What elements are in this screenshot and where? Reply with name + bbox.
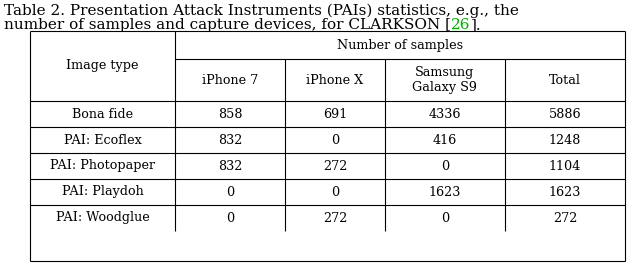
Text: 832: 832 (218, 160, 242, 172)
Text: Image type: Image type (67, 59, 139, 73)
Text: iPhone 7: iPhone 7 (202, 73, 258, 87)
Text: 272: 272 (323, 160, 347, 172)
Text: Total: Total (549, 73, 581, 87)
Text: PAI: Playdoh: PAI: Playdoh (61, 186, 143, 199)
Text: 416: 416 (433, 133, 457, 147)
Bar (30, 31, 625, 261)
Text: Samsung
Galaxy S9: Samsung Galaxy S9 (413, 66, 477, 94)
Text: iPhone X: iPhone X (307, 73, 364, 87)
Text: 0: 0 (331, 133, 339, 147)
Text: 4336: 4336 (429, 108, 461, 121)
Text: Table 2. Presentation Attack Instruments (PAIs) statistics, e.g., the: Table 2. Presentation Attack Instruments… (4, 4, 519, 18)
Text: 1623: 1623 (549, 186, 581, 199)
Text: 272: 272 (553, 211, 577, 225)
Text: number of samples and capture devices, for CLARKSON [: number of samples and capture devices, f… (4, 18, 451, 32)
Text: 691: 691 (323, 108, 347, 121)
Text: 0: 0 (226, 211, 234, 225)
Text: 0: 0 (441, 211, 449, 225)
Text: 832: 832 (218, 133, 242, 147)
Text: 1623: 1623 (429, 186, 461, 199)
Text: 0: 0 (226, 186, 234, 199)
Text: 0: 0 (331, 186, 339, 199)
Text: PAI: Ecoflex: PAI: Ecoflex (63, 133, 141, 147)
Text: PAI: Woodglue: PAI: Woodglue (56, 211, 149, 225)
Text: 858: 858 (218, 108, 243, 121)
Text: Number of samples: Number of samples (337, 38, 463, 51)
Text: 0: 0 (441, 160, 449, 172)
Text: 1248: 1248 (549, 133, 581, 147)
Text: Bona fide: Bona fide (72, 108, 133, 121)
Text: PAI: Photopaper: PAI: Photopaper (50, 160, 155, 172)
Text: 1104: 1104 (549, 160, 581, 172)
Text: 5886: 5886 (548, 108, 581, 121)
Text: 26: 26 (451, 18, 470, 32)
Text: ].: ]. (470, 18, 481, 32)
Text: 272: 272 (323, 211, 347, 225)
